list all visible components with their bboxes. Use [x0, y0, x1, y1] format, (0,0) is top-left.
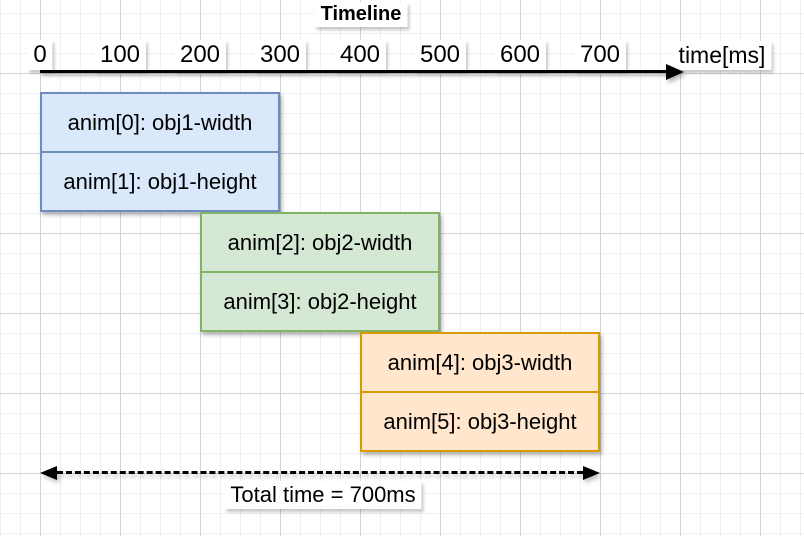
axis-tick-100: 100 [93, 40, 147, 70]
total-time-label: Total time = 700ms [224, 481, 422, 509]
axis-tick-300: 300 [253, 40, 307, 70]
axis-tick-0: 0 [27, 40, 53, 70]
axis-tick-700: 700 [573, 40, 627, 70]
axis-unit-label: time[ms] [672, 41, 772, 70]
anim-bar-2: anim[2]: obj2-width [227, 229, 413, 255]
arrowhead-right-icon [583, 466, 600, 480]
axis-arrowhead-icon [666, 64, 684, 80]
anim-bar-5: anim[5]: obj3-height [362, 391, 598, 450]
track-group-obj3: anim[4]: obj3-width anim[5]: obj3-height [360, 332, 600, 452]
track-group-obj2: anim[2]: obj2-width anim[3]: obj2-height [200, 212, 440, 332]
axis-tick-600: 600 [493, 40, 547, 70]
axis-tick-400: 400 [333, 40, 387, 70]
track-group-obj1: anim[0]: obj1-width anim[1]: obj1-height [40, 92, 280, 212]
axis-tick-200: 200 [173, 40, 227, 70]
anim-bar-1: anim[1]: obj1-height [42, 151, 278, 210]
axis-line [40, 70, 668, 73]
diagram-title: Timeline [314, 2, 408, 27]
arrowhead-left-icon [40, 466, 57, 480]
dashed-line [57, 471, 583, 474]
axis-tick-500: 500 [413, 40, 467, 70]
anim-bar-4: anim[4]: obj3-width [387, 349, 573, 375]
anim-bar-0: anim[0]: obj1-width [67, 109, 253, 135]
anim-bar-3: anim[3]: obj2-height [202, 271, 438, 330]
